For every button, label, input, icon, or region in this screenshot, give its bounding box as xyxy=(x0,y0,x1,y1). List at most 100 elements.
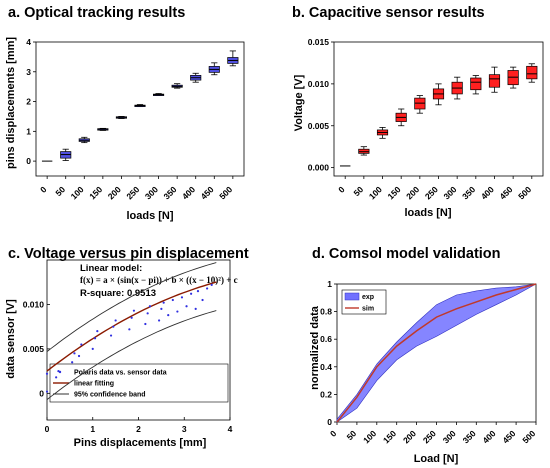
data-point xyxy=(180,296,184,299)
x-tick-label: 3 xyxy=(182,424,187,434)
x-tick-label: 200 xyxy=(404,184,421,201)
sim-line xyxy=(336,283,537,423)
data-point xyxy=(210,283,213,286)
y-tick-label: 0 xyxy=(327,417,332,427)
x-tick-label: 500 xyxy=(516,184,533,201)
panel-c-rsquare: R-square: 0.9513 xyxy=(80,288,156,299)
data-point xyxy=(57,370,60,373)
data-point xyxy=(73,352,76,355)
data-point xyxy=(55,376,58,379)
x-tick-label: 250 xyxy=(421,428,438,445)
x-tick-label: 400 xyxy=(479,184,496,201)
data-point xyxy=(130,316,133,319)
data-point xyxy=(190,292,193,295)
x-tick-label: 100 xyxy=(69,184,86,201)
data-point xyxy=(77,354,81,358)
data-point xyxy=(96,330,99,333)
y-tick-label: 4 xyxy=(26,37,31,47)
data-point xyxy=(132,309,136,312)
x-tick-label: 450 xyxy=(497,184,514,201)
data-point xyxy=(167,314,170,317)
x-tick-label: 150 xyxy=(87,184,104,201)
panel-c-xlabel: Pins displacements [mm] xyxy=(74,437,207,449)
x-tick-label: 0 xyxy=(38,184,49,195)
panel-a-ylabel: pins displacements [mm] xyxy=(5,37,17,169)
data-point xyxy=(148,305,152,308)
legend-item-sim: sim xyxy=(362,306,374,313)
x-tick-label: 4 xyxy=(228,424,233,434)
panel-b-frame xyxy=(333,41,544,177)
x-tick-label: 2 xyxy=(136,424,141,434)
y-tick-label: 0.6 xyxy=(320,334,332,344)
data-point xyxy=(128,328,131,331)
panel-b-ylabel: Voltage [V] xyxy=(293,74,305,131)
data-point xyxy=(45,390,49,393)
data-point xyxy=(80,343,83,346)
y-tick-label: 0 xyxy=(26,156,31,166)
data-point xyxy=(206,287,209,290)
exp-band xyxy=(336,283,537,423)
legend-box xyxy=(341,289,387,315)
x-tick-label: 0 xyxy=(336,184,347,195)
y-tick-label: 0.010 xyxy=(308,79,330,89)
legend-exp-swatch xyxy=(344,292,360,301)
x-tick-label: 350 xyxy=(461,428,478,445)
legend-item-band: 95% confidence band xyxy=(74,392,146,399)
confidence-band-lower xyxy=(46,310,217,400)
x-tick-label: 350 xyxy=(161,184,178,201)
data-point xyxy=(160,307,163,310)
panel-a-xlabel: loads [N] xyxy=(126,210,173,222)
panel-b-title: b. Capacitive sensor results xyxy=(292,5,485,21)
x-tick-label: 100 xyxy=(361,428,378,445)
x-tick-label: 0 xyxy=(45,424,50,434)
x-tick-label: 500 xyxy=(217,184,234,201)
x-tick-label: 50 xyxy=(345,428,359,442)
legend-item-points: Polaris data vs. sensor data xyxy=(74,370,167,377)
confidence-band-upper xyxy=(46,262,217,352)
x-tick-label: 0 xyxy=(328,428,339,439)
data-point xyxy=(45,372,49,375)
y-tick-label: 0.005 xyxy=(308,121,330,131)
data-point xyxy=(93,337,97,340)
panel-a-title: a. Optical tracking results xyxy=(8,5,185,21)
data-point xyxy=(201,298,204,302)
x-tick-label: 250 xyxy=(423,184,440,201)
legend-item-fit: linear fitting xyxy=(74,381,114,388)
panel-d-ylabel: normalized data xyxy=(309,305,321,390)
x-tick-label: 350 xyxy=(460,184,477,201)
y-tick-label: 2 xyxy=(26,97,31,107)
data-point xyxy=(112,325,115,328)
panel-d-xlabel: Load [N] xyxy=(414,453,459,465)
legend-box xyxy=(49,363,229,403)
legend-item-exp: exp xyxy=(362,294,374,301)
x-tick-label: 450 xyxy=(199,184,216,201)
panel-c-ylabel: data sensor [V] xyxy=(5,299,17,379)
y-tick-label: 0.8 xyxy=(320,307,332,317)
y-tick-label: 0.000 xyxy=(308,163,330,173)
data-point xyxy=(91,347,94,350)
panel-d-legend: exp sim xyxy=(341,289,387,315)
y-tick-label: 1 xyxy=(26,126,31,136)
box xyxy=(488,74,501,88)
panel-c-title: c. Voltage versus pin displacement xyxy=(8,246,249,262)
data-point xyxy=(146,312,149,315)
x-tick-label: 400 xyxy=(180,184,197,201)
y-tick-label: 0.4 xyxy=(320,362,332,372)
x-tick-label: 100 xyxy=(367,184,384,201)
panel-b-xlabel: loads [N] xyxy=(404,207,451,219)
panel-c-legend: Polaris data vs. sensor data linear fitt… xyxy=(49,363,229,403)
data-point xyxy=(176,310,179,313)
x-tick-label: 300 xyxy=(441,184,458,201)
x-tick-label: 500 xyxy=(520,428,537,445)
y-tick-label: 1 xyxy=(327,279,332,289)
data-point xyxy=(109,334,113,337)
x-tick-label: 200 xyxy=(401,428,418,445)
x-tick-label: 300 xyxy=(143,184,160,201)
y-tick-label: 0.015 xyxy=(308,37,330,47)
data-point xyxy=(171,298,174,302)
x-tick-label: 250 xyxy=(124,184,141,201)
x-tick-label: 50 xyxy=(53,184,67,198)
x-tick-label: 50 xyxy=(352,184,366,198)
box xyxy=(526,65,538,80)
